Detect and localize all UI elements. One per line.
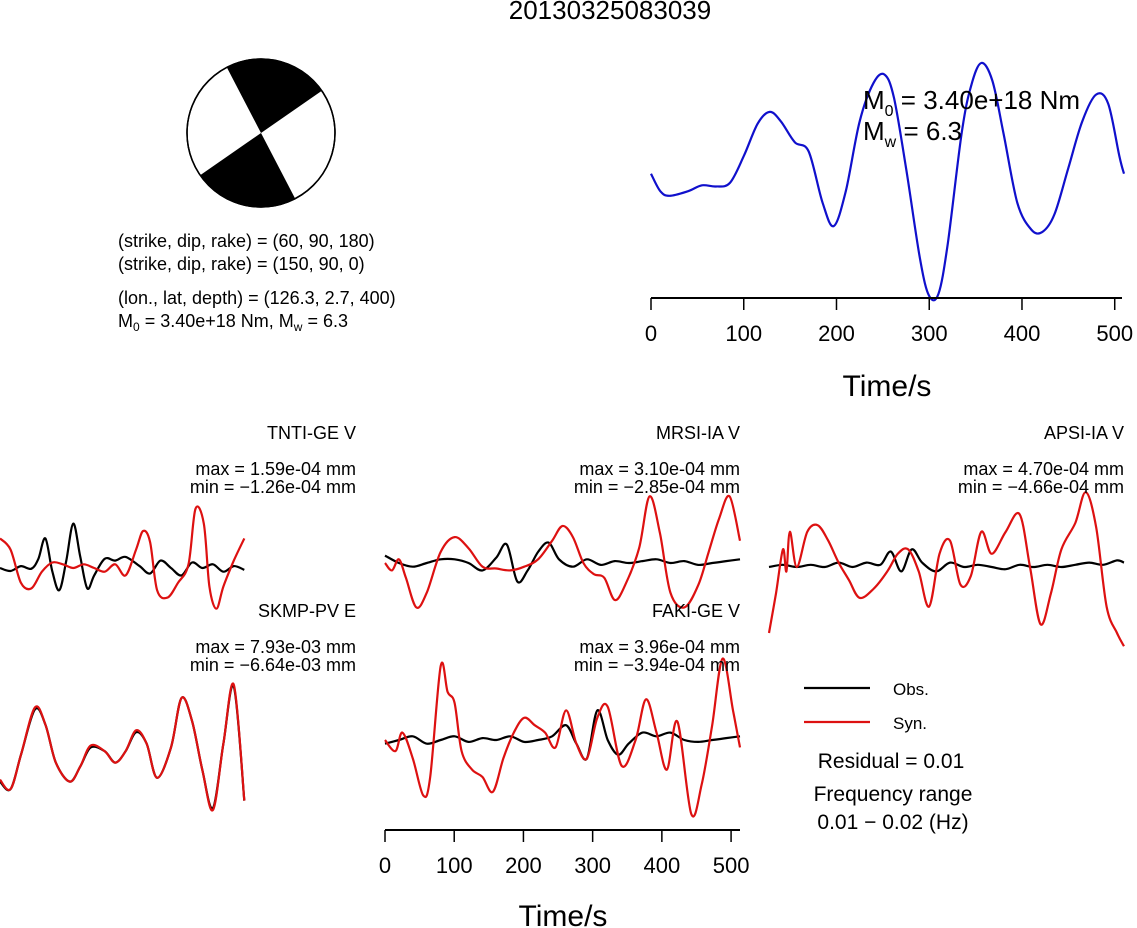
waveform-time-axis: 0 100 200 300 400 500 Time/s	[379, 829, 750, 928]
moment-text: M0 = 3.40e+18 Nm, Mw = 6.3	[118, 311, 348, 334]
stf-x-tick-label-300: 300	[911, 321, 948, 346]
nodal-plane-2-text: (strike, dip, rake) = (150, 90, 0)	[118, 254, 365, 274]
station-label-skmp-pv-e: SKMP-PV E	[258, 601, 356, 621]
nodal-plane-1-text: (strike, dip, rake) = (60, 90, 180)	[118, 231, 375, 251]
station-min-skmp-pv-e: min = −6.64e-03 mm	[190, 655, 356, 675]
beachball-compressional-quadrant-2	[187, 133, 320, 207]
legend-syn-label: Syn.	[893, 714, 927, 733]
stf-x-axis-label: Time/s	[843, 370, 932, 403]
station-min-faki-ge-v: min = −3.94e-04 mm	[574, 655, 740, 675]
waveform-mrsi-ia-v-syn-line	[384, 494, 742, 609]
frequency-range-title: Frequency range	[814, 783, 973, 806]
waveform-faki-ge-v-syn-line	[384, 657, 742, 818]
station-label-mrsi-ia-v: MRSI-IA V	[656, 423, 740, 443]
stf-m0-label: M0 = 3.40e+18 Nm	[863, 85, 1080, 120]
waveform-x-tick-label-100: 100	[436, 853, 473, 878]
waveform-faki-ge-v-obs-line	[384, 709, 741, 761]
stf-mw-label: Mw = 6.3	[863, 116, 962, 151]
stf-x-tick-label-200: 200	[818, 321, 855, 346]
waveform-x-tick-label-300: 300	[574, 853, 611, 878]
stf-x-ticks: 0 100 200 300 400 500	[645, 298, 1133, 346]
legend: Obs. Syn. Residual = 0.01 Frequency rang…	[804, 680, 972, 834]
station-label-tnti-ge-v: TNTI-GE V	[267, 423, 356, 443]
station-label-apsi-ia-v: APSI-IA V	[1044, 423, 1124, 443]
waveform-tnti-ge-v-syn-line	[0, 505, 246, 610]
legend-obs-label: Obs.	[893, 680, 929, 699]
station-max-skmp-pv-e: max = 7.93e-03 mm	[195, 637, 356, 657]
station-min-tnti-ge-v: min = −1.26e-04 mm	[190, 477, 356, 497]
beachball-diagram	[186, 58, 336, 208]
waveform-mrsi-ia-v-obs-line	[384, 541, 741, 584]
stf-x-tick-label-100: 100	[725, 321, 762, 346]
station-max-faki-ge-v: max = 3.96e-04 mm	[579, 637, 740, 657]
waveform-x-tick-label-0: 0	[379, 853, 391, 878]
station-min-mrsi-ia-v: min = −2.85e-04 mm	[574, 477, 740, 497]
stf-series-line	[650, 61, 1126, 302]
waveform-x-ticks: 0 100 200 300 400 500	[379, 830, 750, 878]
waveform-x-tick-label-500: 500	[713, 853, 750, 878]
station-max-mrsi-ia-v: max = 3.10e-04 mm	[579, 459, 740, 479]
waveform-skmp-pv-e-syn-line	[0, 682, 246, 812]
waveform-apsi-ia-v-syn-line	[767, 491, 1125, 647]
stf-x-tick-label-0: 0	[645, 321, 657, 346]
figure-title: 20130325083039	[509, 0, 711, 25]
station-label-faki-ge-v: FAKI-GE V	[652, 601, 740, 621]
stf-x-tick-label-400: 400	[1004, 321, 1041, 346]
stf-x-tick-label-500: 500	[1096, 321, 1133, 346]
residual-text: Residual = 0.01	[818, 750, 965, 773]
station-max-apsi-ia-v: max = 4.70e-04 mm	[963, 459, 1124, 479]
frequency-range-value: 0.01 − 0.02 (Hz)	[817, 811, 968, 834]
waveform-x-tick-label-400: 400	[644, 853, 681, 878]
waveform-x-axis-label: Time/s	[519, 900, 608, 928]
station-min-apsi-ia-v: min = −4.66e-04 mm	[958, 477, 1124, 497]
location-text: (lon., lat, depth) = (126.3, 2.7, 400)	[118, 288, 396, 308]
station-max-tnti-ge-v: max = 1.59e-04 mm	[195, 459, 356, 479]
waveform-apsi-ia-v-obs-line	[768, 548, 1125, 573]
waveform-tnti-ge-v-obs-line	[0, 522, 245, 592]
waveform-skmp-pv-e-obs-line	[0, 684, 246, 810]
waveform-x-tick-label-200: 200	[505, 853, 542, 878]
stf-panel: M0 = 3.40e+18 Nm Mw = 6.3 0 100 200 300 400 5…	[645, 61, 1133, 403]
